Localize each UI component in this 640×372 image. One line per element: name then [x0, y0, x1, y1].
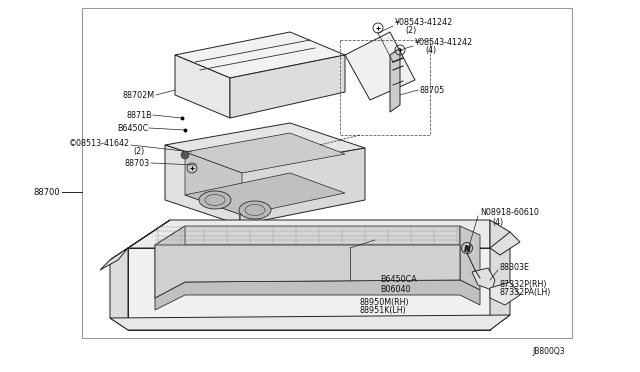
Text: 88703: 88703	[125, 158, 150, 167]
Polygon shape	[155, 280, 480, 310]
Polygon shape	[155, 226, 185, 298]
Polygon shape	[240, 148, 365, 225]
Polygon shape	[185, 152, 242, 215]
Text: B6450CA: B6450CA	[380, 276, 417, 285]
Polygon shape	[490, 282, 520, 305]
Polygon shape	[110, 248, 128, 330]
Polygon shape	[155, 226, 460, 245]
Text: 87332PA(LH): 87332PA(LH)	[500, 289, 552, 298]
Polygon shape	[110, 220, 170, 260]
Text: 88950M(RH): 88950M(RH)	[360, 298, 410, 307]
Ellipse shape	[239, 201, 271, 219]
Polygon shape	[165, 145, 240, 225]
Text: B06040: B06040	[380, 285, 410, 295]
Polygon shape	[390, 48, 400, 112]
Polygon shape	[110, 315, 510, 330]
Polygon shape	[345, 32, 415, 100]
Text: 8871B: 8871B	[126, 110, 152, 119]
Text: 88705: 88705	[420, 86, 445, 94]
Text: 88700: 88700	[33, 187, 60, 196]
Text: 87332P(RH): 87332P(RH)	[500, 280, 547, 289]
Text: 88303E: 88303E	[500, 263, 530, 273]
Polygon shape	[230, 55, 345, 118]
Text: 88702M: 88702M	[123, 90, 155, 99]
Polygon shape	[128, 220, 490, 248]
Text: (4): (4)	[492, 218, 503, 227]
Text: JB800Q3: JB800Q3	[532, 347, 565, 356]
Text: ©08513-41642: ©08513-41642	[69, 138, 130, 148]
Polygon shape	[175, 55, 230, 118]
Text: B6450C: B6450C	[116, 124, 148, 132]
Polygon shape	[155, 245, 460, 298]
Polygon shape	[165, 123, 365, 170]
Text: ¥08543-41242: ¥08543-41242	[395, 17, 453, 26]
Polygon shape	[472, 268, 495, 290]
Ellipse shape	[199, 191, 231, 209]
Polygon shape	[185, 133, 345, 173]
Polygon shape	[175, 32, 345, 78]
Polygon shape	[490, 220, 510, 330]
Polygon shape	[185, 173, 345, 215]
Text: (2): (2)	[405, 26, 416, 35]
Polygon shape	[490, 232, 520, 255]
Polygon shape	[460, 226, 480, 290]
Polygon shape	[100, 248, 128, 270]
Text: N08918-60610: N08918-60610	[480, 208, 539, 217]
Text: (2): (2)	[134, 147, 145, 155]
Text: 88951K(LH): 88951K(LH)	[360, 305, 407, 314]
Text: (4): (4)	[425, 45, 436, 55]
Polygon shape	[128, 248, 490, 330]
Bar	[82, 8, 572, 338]
Circle shape	[181, 151, 189, 159]
Text: ¥08543-41242: ¥08543-41242	[415, 38, 473, 46]
